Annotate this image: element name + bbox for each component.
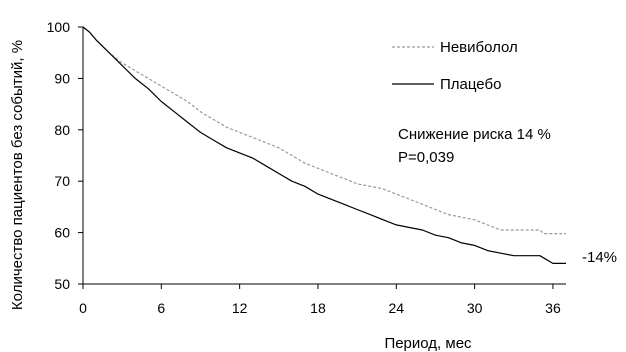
y-tick-label: 50 <box>54 276 70 292</box>
x-tick-label: 36 <box>545 300 561 316</box>
x-tick-label: 12 <box>232 300 248 316</box>
y-tick-label: 80 <box>54 122 70 138</box>
legend: Невиболол Плацебо <box>392 39 518 93</box>
x-tick-label: 30 <box>467 300 483 316</box>
series-line-placebo <box>82 26 566 264</box>
series-line-nebivolol <box>82 26 566 235</box>
x-tick-label: 6 <box>157 300 165 316</box>
x-tick-label: 18 <box>310 300 326 316</box>
end-difference-label: -14% <box>582 249 617 266</box>
y-tick-label: 90 <box>54 70 70 86</box>
x-axis-label: Период, мес <box>384 335 472 352</box>
y-tick-label: 70 <box>54 173 70 189</box>
y-axis-label: Количество пациентов без событий, % <box>9 40 26 310</box>
chart-series <box>82 26 566 264</box>
risk-reduction-annotation: Снижение риска 14 % <box>398 126 551 143</box>
chart-axes <box>82 27 566 285</box>
chart-ticks: 50 60 70 80 90 100 0 6 12 18 24 30 36 <box>47 19 561 316</box>
x-tick-label: 0 <box>79 300 87 316</box>
x-tick-label: 24 <box>389 300 405 316</box>
p-value-annotation: P=0,039 <box>398 149 454 166</box>
legend-label-nebivolol: Невиболол <box>440 39 518 56</box>
legend-label-placebo: Плацебо <box>440 76 501 93</box>
y-tick-label: 100 <box>47 19 71 35</box>
y-tick-label: 60 <box>54 225 70 241</box>
